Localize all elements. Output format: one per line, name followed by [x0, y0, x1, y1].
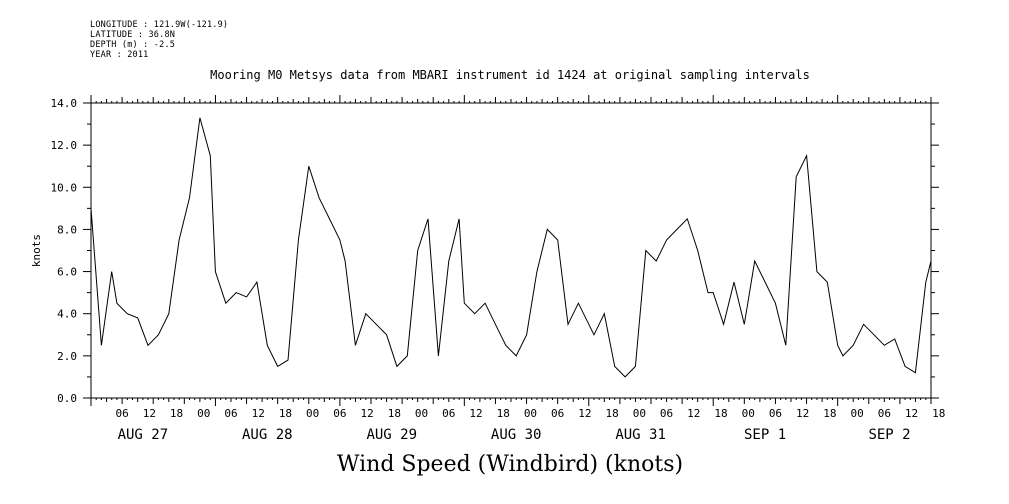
x-hour-label: 12 — [687, 407, 700, 420]
x-hour-label: 06 — [878, 407, 891, 420]
x-hour-label: 06 — [333, 407, 346, 420]
y-tick-label: 4.0 — [57, 308, 77, 321]
x-hour-label: 18 — [605, 407, 618, 420]
x-hour-label: 00 — [415, 407, 428, 420]
x-day-label: AUG 27 — [118, 427, 169, 443]
x-hour-label: 00 — [197, 407, 210, 420]
latitude-text: LATITUDE : 36.8N — [90, 30, 176, 40]
x-hour-label: 18 — [823, 407, 836, 420]
x-hour-label: 00 — [524, 407, 537, 420]
x-hour-label: 18 — [714, 407, 727, 420]
x-hour-label: 06 — [660, 407, 673, 420]
x-day-label: SEP 2 — [868, 427, 910, 443]
y-tick-label: 6.0 — [57, 266, 77, 279]
x-hour-label: 12 — [360, 407, 373, 420]
x-day-label: AUG 28 — [242, 427, 293, 443]
x-hour-label: 18 — [388, 407, 401, 420]
x-hour-label: 18 — [932, 407, 945, 420]
plot-frame — [90, 102, 932, 399]
x-hour-label: 06 — [769, 407, 782, 420]
chart-footer-label: Wind Speed (Windbird) (knots) — [336, 452, 684, 477]
x-hour-label: 12 — [469, 407, 482, 420]
x-day-label: AUG 31 — [615, 427, 666, 443]
x-hour-label: 12 — [252, 407, 265, 420]
x-day-label: AUG 30 — [491, 427, 542, 443]
x-hour-label: 12 — [578, 407, 591, 420]
x-hour-label: 18 — [497, 407, 510, 420]
x-hour-label: 18 — [279, 407, 292, 420]
x-day-label: AUG 29 — [366, 427, 417, 443]
x-hour-label: 00 — [850, 407, 863, 420]
y-tick-label: 12.0 — [51, 139, 78, 152]
y-tick-label: 2.0 — [57, 350, 77, 363]
year-text: YEAR : 2011 — [90, 50, 149, 60]
x-hour-label: 06 — [115, 407, 128, 420]
mooring-metadata: LONGITUDE : 121.9W(-121.9) LATITUDE : 36… — [90, 20, 228, 60]
y-tick-label: 10.0 — [51, 181, 78, 194]
x-hour-label: 12 — [143, 407, 156, 420]
x-hour-label: 06 — [551, 407, 564, 420]
x-hour-label: 12 — [905, 407, 918, 420]
x-hour-label: 06 — [224, 407, 237, 420]
x-day-label: SEP 1 — [744, 427, 786, 443]
y-tick-label: 14.0 — [51, 97, 78, 110]
x-hour-label: 00 — [742, 407, 755, 420]
y-tick-label: 8.0 — [57, 223, 77, 236]
x-hour-label: 06 — [442, 407, 455, 420]
y-axis-label: knots — [30, 234, 43, 267]
x-hour-label: 00 — [306, 407, 319, 420]
chart-title: Mooring M0 Metsys data from MBARI instru… — [210, 68, 810, 82]
x-hour-label: 00 — [633, 407, 646, 420]
longitude-text: LONGITUDE : 121.9W(-121.9) — [90, 20, 229, 30]
x-hour-label: 18 — [170, 407, 183, 420]
depth-text: DEPTH (m) : -2.5 — [90, 40, 176, 50]
x-hour-label: 12 — [796, 407, 809, 420]
y-tick-label: 0.0 — [57, 392, 77, 405]
wind-speed-series-line — [90, 117, 932, 378]
